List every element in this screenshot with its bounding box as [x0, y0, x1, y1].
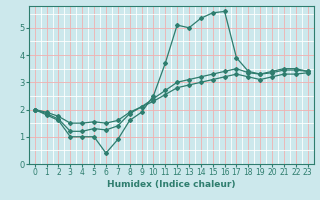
- X-axis label: Humidex (Indice chaleur): Humidex (Indice chaleur): [107, 180, 236, 189]
